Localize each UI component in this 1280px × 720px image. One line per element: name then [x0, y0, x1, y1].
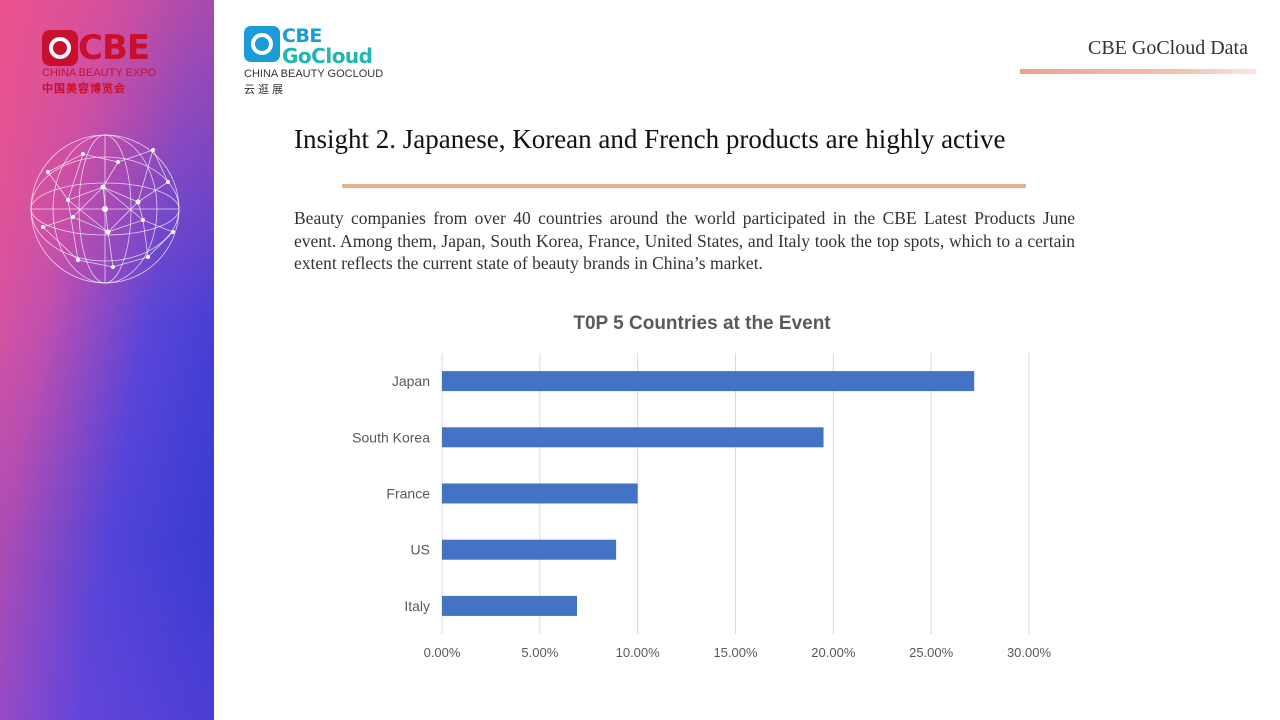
header-title: CBE GoCloud Data [1088, 37, 1248, 59]
chart-x-tick-label: 20.00% [811, 645, 856, 660]
cbe-logo-word: CBE [78, 28, 150, 68]
cbe-logo-subtitle: CHINA BEAUTY EXPO [42, 67, 157, 79]
slide-description: Beauty companies from over 40 countries … [294, 208, 1075, 273]
cbe-logo-icon [42, 30, 78, 66]
gocloud-logo: CBE GoCloud CHINA BEAUTY GOCLOUD 云逛展 [244, 26, 383, 97]
chart-title: T0P 5 Countries at the Event [573, 313, 831, 334]
chart-category-label: South Korea [352, 429, 430, 445]
chart-x-tick-label: 15.00% [713, 645, 758, 660]
gocloud-logo-icon [244, 26, 280, 62]
title-divider [342, 184, 1026, 188]
chart-bar [442, 427, 824, 448]
gocloud-logo-word2: GoCloud [282, 44, 373, 68]
slide-title: Insight 2. Japanese, Korean and French p… [294, 124, 1006, 154]
gocloud-logo-subtitle: CHINA BEAUTY GOCLOUD [244, 68, 384, 80]
chart-bar [442, 595, 578, 616]
chart-x-tick-label: 10.00% [616, 645, 661, 660]
chart-x-tick-label: 25.00% [909, 645, 954, 660]
chart-category-label: Italy [404, 598, 430, 614]
gocloud-logo-word1: CBE [282, 25, 322, 47]
chart-bar [442, 371, 975, 392]
chart-category-label: Japan [392, 373, 430, 389]
globe-network-icon [30, 134, 180, 284]
cbe-logo-subtitle-cn: 中国美容博览会 [42, 82, 126, 95]
bar-chart: 0.00% 5.00% 10.00% 15.00% 20.00% 25.00% 30.00%… [352, 353, 1052, 660]
cbe-logo: CBE CHINA BEAUTY EXPO 中国美容博览会 [42, 30, 156, 96]
chart-category-label: France [386, 486, 430, 502]
chart-category-label: US [411, 542, 430, 558]
chart-x-tick-label: 0.00% [424, 645, 461, 660]
chart-x-tick-label: 5.00% [521, 645, 558, 660]
chart-bar [442, 483, 638, 504]
gocloud-logo-subtitle-cn: 云逛展 [244, 83, 286, 96]
chart-x-tick-label: 30.00% [1007, 645, 1052, 660]
header-accent-line [1020, 69, 1256, 74]
sidebar-gradient [0, 0, 214, 720]
chart-bar [442, 539, 617, 560]
